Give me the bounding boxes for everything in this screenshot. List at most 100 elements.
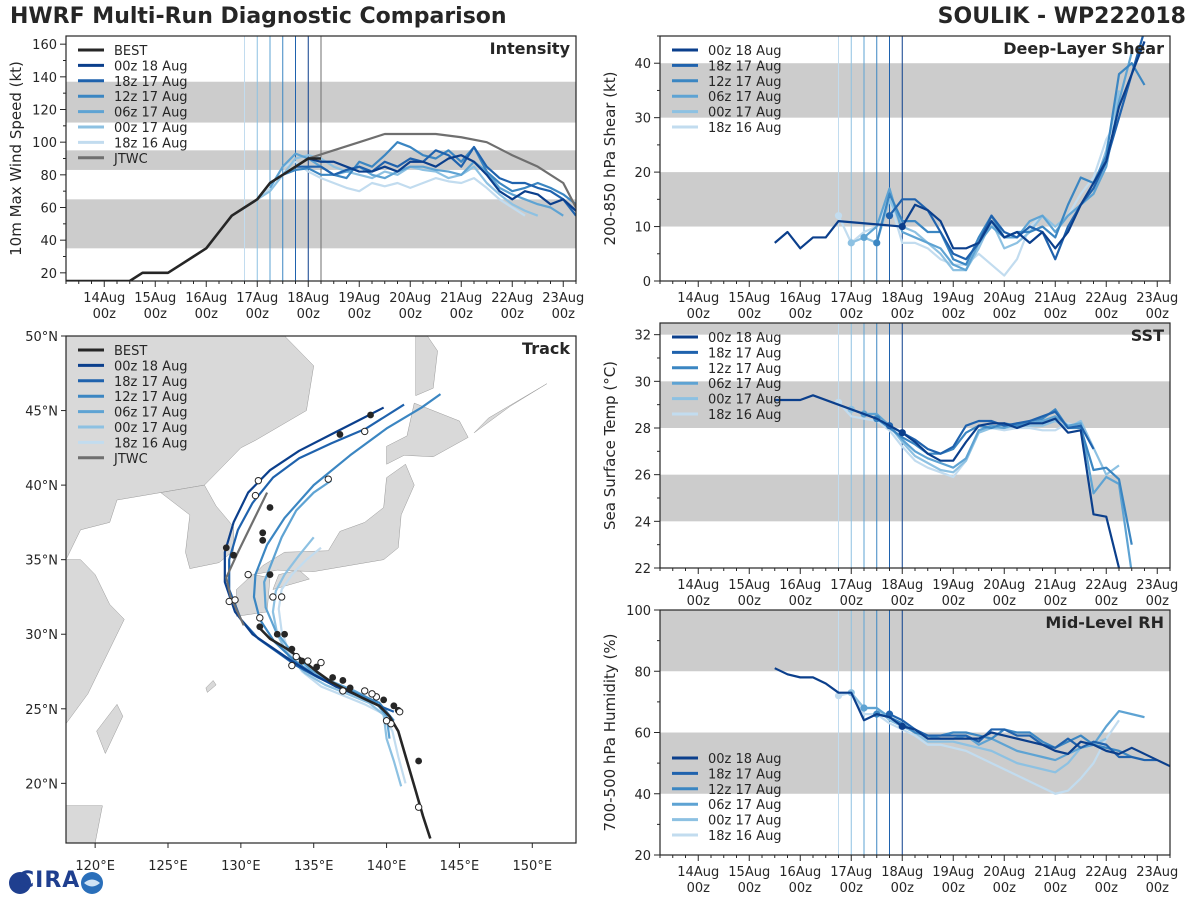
x-tick-label-day: 14Aug xyxy=(677,578,719,593)
init-marker-18z-16-Aug xyxy=(834,212,843,220)
series-line-00z-17-Aug xyxy=(850,691,1107,774)
x-tick-label-hour: 00z xyxy=(399,307,423,322)
init-marker-12z-17-Aug xyxy=(873,239,881,247)
x-tick-label-day: 22Aug xyxy=(491,291,533,306)
panel-track: 120°E 125°E 130°E 135°E 140°E 145°E 150°E 20°N 2… xyxy=(25,330,577,874)
legend-label: 00z 17 Aug xyxy=(708,814,782,829)
track-position-open xyxy=(361,427,369,436)
x-tick-label-day: 20Aug xyxy=(983,578,1025,593)
track-position-filled xyxy=(259,536,267,544)
x-tick-label-day: 22Aug xyxy=(1085,291,1127,306)
series-line-00z-18-Aug xyxy=(774,41,1146,250)
track-position-open xyxy=(254,476,263,485)
x-tick-label-hour: 00z xyxy=(891,881,915,896)
init-marker-18z-16-Aug xyxy=(834,692,843,700)
y-tick-label: 120 xyxy=(32,104,57,119)
panel-title: Deep-Layer Shear xyxy=(1003,39,1164,58)
x-tick-label-day: 17Aug xyxy=(830,865,872,880)
y-tick-label: 100 xyxy=(32,136,57,151)
track-frame xyxy=(65,335,577,844)
track-position-filled xyxy=(222,544,230,552)
x-tick-label-day: 19Aug xyxy=(932,865,974,880)
x-tick-label-day: 23Aug xyxy=(1136,865,1178,880)
y-axis-label: 10m Max Wind Speed (kt) xyxy=(7,61,25,256)
x-tick-label: 140°E xyxy=(367,859,407,874)
x-tick-label-day: 23Aug xyxy=(1136,291,1178,306)
y-tick-label: 22 xyxy=(634,562,651,577)
track-position-open xyxy=(304,657,312,665)
y-tick-label: 30 xyxy=(634,375,651,390)
y-tick-label: 40 xyxy=(634,57,651,72)
series-line-18z-17-Aug xyxy=(888,410,1095,455)
gray-band-1 xyxy=(660,63,1170,118)
legend-label: 00z 17 Aug xyxy=(708,393,782,408)
x-tick-label-hour: 00z xyxy=(1146,307,1170,322)
track-plot-area xyxy=(66,336,576,843)
x-tick-label-day: 18Aug xyxy=(881,865,923,880)
legend-label: 00z 18 Aug xyxy=(114,359,188,374)
gray-band-0 xyxy=(660,474,1170,522)
x-tick-label-hour: 00z xyxy=(297,307,321,322)
x-tick-label-day: 18Aug xyxy=(881,578,923,593)
legend-label: 12z 17 Aug xyxy=(114,90,188,105)
track-position-filled xyxy=(230,551,237,559)
storm-name: SOULIK - WP222018 xyxy=(937,4,1186,29)
track-position-open xyxy=(269,593,277,601)
x-tick-label-hour: 00z xyxy=(891,594,915,609)
x-tick-label-day: 15Aug xyxy=(728,865,770,880)
y-tick-label: 80 xyxy=(634,665,651,680)
x-tick-label-day: 22Aug xyxy=(1085,578,1127,593)
series-line-00z-18-Aug xyxy=(774,394,1121,568)
x-tick-label-hour: 00z xyxy=(246,307,270,322)
x-tick-label-hour: 00z xyxy=(840,881,864,896)
series-line-JTWC xyxy=(307,132,576,209)
track-position-filled xyxy=(329,674,337,681)
x-tick-label-hour: 00z xyxy=(993,881,1017,896)
x-tick-label: 145°E xyxy=(440,859,480,874)
y-tick-label: 28 xyxy=(634,422,651,437)
x-tick-label-day: 19Aug xyxy=(932,578,974,593)
track-position-open xyxy=(244,570,252,579)
panel-title: Mid-Level RH xyxy=(1045,613,1164,632)
track-position-open xyxy=(414,803,423,811)
y-axis-label: Sea Surface Temp (°C) xyxy=(601,361,619,530)
y-tick-label: 26 xyxy=(634,469,651,484)
x-tick-label-hour: 00z xyxy=(1095,881,1119,896)
series-line-18z-17-Aug xyxy=(295,145,576,217)
series-line-18z-17-Aug xyxy=(889,713,1158,762)
init-marker-18z-17-Aug xyxy=(885,212,894,220)
x-tick-label: 135°E xyxy=(294,859,334,874)
series-line-06z-17-Aug xyxy=(863,52,1133,272)
init-marker-00z-18-Aug xyxy=(898,429,906,437)
x-tick-label-hour: 00z xyxy=(687,307,711,322)
x-tick-label-hour: 00z xyxy=(993,594,1017,609)
legend-label: 18z 16 Aug xyxy=(114,136,188,151)
legend-label: 00z 18 Aug xyxy=(708,752,782,767)
init-marker-00z-18-Aug xyxy=(898,722,906,730)
legend-label: 00z 17 Aug xyxy=(114,421,188,436)
x-tick-label-day: 21Aug xyxy=(1034,865,1076,880)
kuril-islands xyxy=(473,383,547,434)
x-tick-label-day: 19Aug xyxy=(338,291,380,306)
x-tick-label-hour: 00z xyxy=(738,881,762,896)
panel-title: Track xyxy=(522,339,570,358)
china-coast xyxy=(66,559,125,843)
legend-label: 18z 16 Aug xyxy=(708,408,782,423)
y-tick-label: 30 xyxy=(634,112,651,127)
x-tick-label-hour: 00z xyxy=(738,594,762,609)
x-tick-label-day: 17Aug xyxy=(830,291,872,306)
hokkaido xyxy=(386,402,469,465)
x-tick-label-hour: 00z xyxy=(738,307,762,322)
y-tick-label: 0 xyxy=(643,275,651,290)
track-position-filled xyxy=(266,504,274,511)
x-tick-label-hour: 00z xyxy=(789,307,813,322)
x-tick-label-hour: 00z xyxy=(195,307,219,322)
x-tick-label-hour: 00z xyxy=(942,881,966,896)
track-position-open xyxy=(251,491,260,500)
cira-logo: CIRA xyxy=(6,868,106,898)
y-tick-label: 20 xyxy=(40,267,57,282)
panel-intensity: 14Aug00z15Aug00z16Aug00z17Aug00z18Aug00z… xyxy=(7,35,584,322)
x-tick-label-day: 15Aug xyxy=(728,291,770,306)
